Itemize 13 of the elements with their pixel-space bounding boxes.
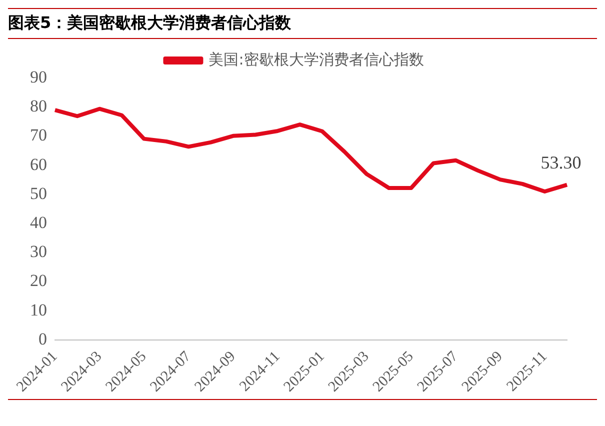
- data-label: 53.30: [540, 152, 582, 173]
- y-tick-label: 30: [30, 242, 47, 262]
- y-tick-label: 90: [30, 67, 47, 86]
- y-tick-label: 20: [30, 271, 47, 290]
- y-tick-label: 40: [30, 212, 47, 232]
- y-tick-label: 60: [30, 154, 47, 174]
- y-tick-label: 80: [30, 96, 47, 116]
- legend-label: 美国:密歇根大学消费者信心指数: [208, 50, 424, 68]
- y-tick-label: 10: [30, 300, 47, 320]
- y-tick-label: 0: [38, 329, 47, 348]
- y-tick-label: 70: [30, 126, 47, 145]
- chart-title: 图表5：美国密歇根大学消费者信心指数: [8, 8, 597, 39]
- y-tick-label: 50: [30, 184, 47, 203]
